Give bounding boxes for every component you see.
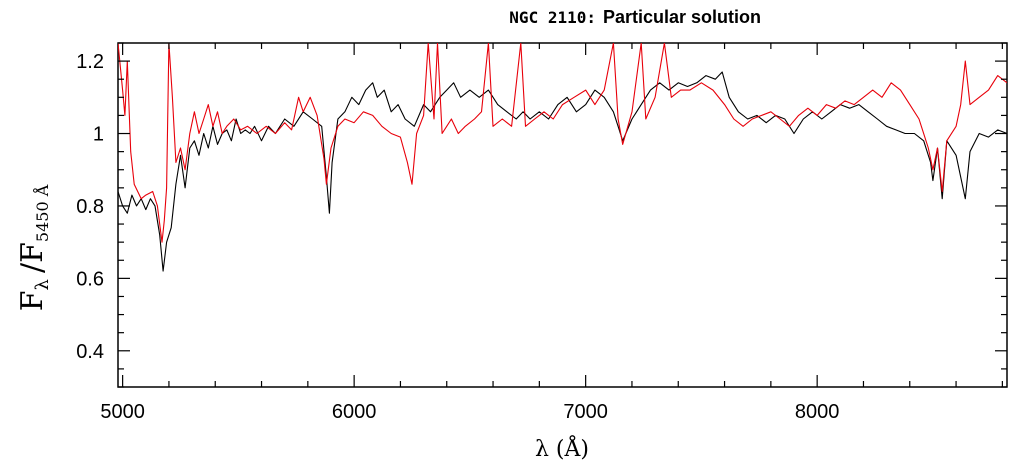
- y-tick-label: 1.2: [76, 51, 104, 73]
- series-line-2: [118, 43, 1007, 243]
- chart-title: Particular solution: [603, 7, 761, 27]
- plot-frame: [117, 42, 1008, 388]
- y-tick-labels: 0.4 0.6 0.8 1 1.2: [76, 51, 104, 363]
- y-tick-label: 1: [93, 124, 104, 146]
- y-axis-label-main: F: [15, 290, 50, 311]
- series-line-1: [118, 71, 1007, 272]
- y-axis-label: Fλ/F5450 Å: [15, 184, 53, 311]
- x-tick-label: 6000: [332, 401, 377, 423]
- x-tick-labels: 5000 6000 7000 8000: [100, 401, 839, 423]
- y-tick-label: 0.6: [76, 268, 104, 290]
- chart-title-prefix: NGC 2110:: [509, 8, 596, 27]
- x-tick-label: 7000: [563, 401, 608, 423]
- x-axis-label: λ (Å): [535, 434, 589, 462]
- y-axis-label-sub1: λ: [32, 279, 53, 290]
- y-tick-label: 0.4: [76, 341, 104, 363]
- y-tick-label: 0.8: [76, 196, 104, 218]
- x-tick-label: 8000: [795, 401, 840, 423]
- axis-ticks: [118, 42, 1007, 388]
- plot-area: [118, 43, 1007, 272]
- y-axis-label-sub2: 5450 Å: [32, 184, 52, 242]
- y-axis-label-sep: /F: [15, 242, 50, 273]
- x-tick-label: 5000: [100, 401, 145, 423]
